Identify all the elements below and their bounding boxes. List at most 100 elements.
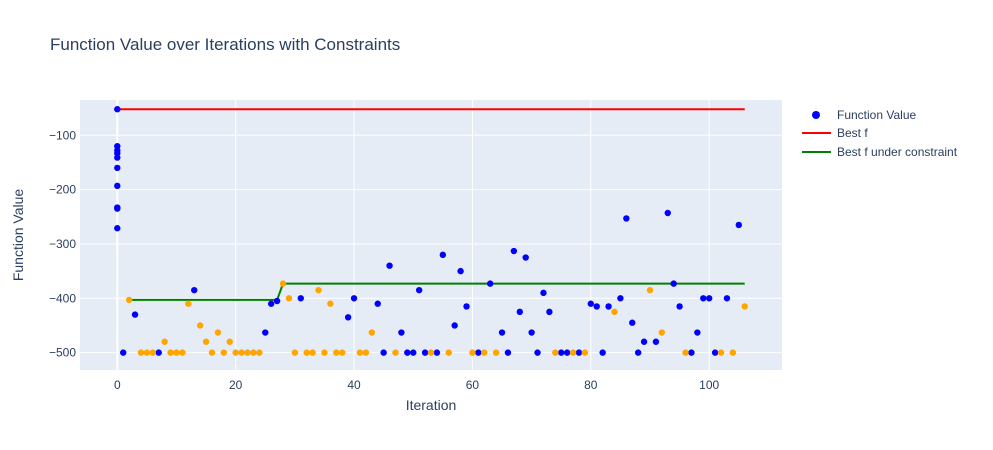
data-point-series-1 xyxy=(214,329,222,336)
data-point-series-1 xyxy=(339,349,346,356)
data-point-series-1 xyxy=(492,349,500,356)
data-point-series-0 xyxy=(475,349,482,356)
data-point-series-0 xyxy=(504,349,512,356)
data-point-series-1 xyxy=(658,329,666,336)
data-point-series-1 xyxy=(238,349,245,356)
data-point-series-0 xyxy=(273,297,281,305)
data-point-series-0 xyxy=(670,280,677,287)
data-point-series-0 xyxy=(688,349,695,356)
data-point-series-0 xyxy=(439,251,447,259)
data-point-series-1 xyxy=(250,349,257,356)
x-tick-label: 60 xyxy=(466,378,480,392)
data-point-series-0 xyxy=(114,154,121,161)
data-point-series-0 xyxy=(558,349,565,356)
data-point-series-0 xyxy=(617,295,624,302)
data-point-series-0 xyxy=(415,286,423,294)
data-point-series-1 xyxy=(196,322,204,329)
data-point-series-0 xyxy=(350,295,358,302)
data-points xyxy=(114,106,748,356)
data-point-series-0 xyxy=(386,262,393,269)
x-tick-label: 100 xyxy=(699,378,719,392)
x-axis-ticks: 0 20 40 60 80 100 xyxy=(114,378,720,392)
data-point-series-1 xyxy=(208,349,216,356)
data-point-series-0 xyxy=(623,215,630,222)
data-point-series-1 xyxy=(226,338,233,345)
data-point-series-0 xyxy=(528,329,535,336)
y-tick-label: −500 xyxy=(49,346,76,360)
x-tick-label: 40 xyxy=(347,378,361,392)
x-axis-label: Iteration xyxy=(406,397,457,413)
data-point-series-1 xyxy=(315,286,322,294)
data-point-series-1 xyxy=(125,296,133,304)
data-point-series-0 xyxy=(605,303,612,310)
data-point-series-1 xyxy=(611,308,618,316)
data-point-series-0 xyxy=(410,349,417,356)
legend-item-best-f-constraint[interactable]: Best f under constraint xyxy=(802,145,958,159)
data-point-series-0 xyxy=(114,164,121,172)
legend-label-best-f: Best f xyxy=(837,126,868,140)
x-tick-label: 20 xyxy=(229,378,243,392)
data-point-series-0 xyxy=(587,300,595,307)
plot-area xyxy=(80,100,782,370)
data-point-series-0 xyxy=(575,349,583,356)
legend-item-best-f[interactable]: Best f xyxy=(802,126,868,140)
data-point-series-0 xyxy=(498,329,506,336)
legend[interactable]: Function Value Best f Best f under const… xyxy=(802,108,958,159)
data-point-series-0 xyxy=(463,303,470,310)
data-point-series-0 xyxy=(735,221,742,229)
data-point-series-0 xyxy=(191,286,198,294)
data-point-series-0 xyxy=(599,349,606,356)
data-point-series-0 xyxy=(711,349,719,356)
legend-label-function-value: Function Value xyxy=(837,108,916,122)
y-axis-ticks: −100 −200 −300 −400 −500 xyxy=(49,128,76,359)
data-point-series-0 xyxy=(546,308,553,316)
data-point-series-0 xyxy=(676,303,683,310)
data-point-series-1 xyxy=(173,349,180,356)
data-point-series-0 xyxy=(155,349,162,356)
data-point-series-1 xyxy=(279,280,287,287)
series-lines xyxy=(117,108,745,301)
y-tick-label: −400 xyxy=(49,291,76,305)
data-point-series-0 xyxy=(540,289,547,297)
y-axis-label: Function Value xyxy=(10,189,26,282)
legend-item-function-value[interactable]: Function Value xyxy=(812,108,916,122)
x-tick-label: 80 xyxy=(584,378,598,392)
data-point-series-0 xyxy=(457,267,464,275)
data-point-series-1 xyxy=(291,349,299,356)
data-point-series-1 xyxy=(220,349,228,356)
data-point-series-0 xyxy=(652,338,660,345)
y-tick-label: −200 xyxy=(49,183,76,197)
data-point-series-1 xyxy=(202,338,210,345)
data-point-series-1 xyxy=(143,349,151,356)
data-point-series-0 xyxy=(634,349,642,356)
data-point-series-1 xyxy=(161,338,168,345)
data-point-series-1 xyxy=(256,349,263,356)
data-point-series-0 xyxy=(380,349,387,356)
data-point-series-1 xyxy=(232,349,239,356)
data-point-series-0 xyxy=(131,311,139,318)
series-line-3 xyxy=(129,282,745,301)
data-point-series-0 xyxy=(267,300,275,307)
data-point-series-1 xyxy=(392,349,399,356)
data-point-series-1 xyxy=(137,349,145,356)
data-point-series-1 xyxy=(327,300,334,307)
data-point-series-0 xyxy=(563,349,571,356)
data-point-series-1 xyxy=(445,349,452,356)
data-point-series-0 xyxy=(522,254,529,261)
data-point-series-1 xyxy=(362,349,370,356)
data-point-series-0 xyxy=(297,295,304,302)
data-point-series-0 xyxy=(114,106,121,113)
legend-marker-function-value xyxy=(812,111,820,119)
data-point-series-0 xyxy=(114,205,121,212)
data-point-series-1 xyxy=(741,303,748,310)
data-point-series-0 xyxy=(593,303,600,310)
data-point-series-0 xyxy=(640,338,648,345)
data-point-series-1 xyxy=(368,329,376,336)
chart-title: Function Value over Iterations with Cons… xyxy=(50,35,400,54)
data-point-series-1 xyxy=(356,349,364,356)
data-point-series-0 xyxy=(114,225,121,232)
y-tick-label: −100 xyxy=(49,128,76,142)
data-point-series-1 xyxy=(552,349,559,356)
data-point-series-0 xyxy=(114,182,121,190)
data-point-series-1 xyxy=(481,349,488,356)
